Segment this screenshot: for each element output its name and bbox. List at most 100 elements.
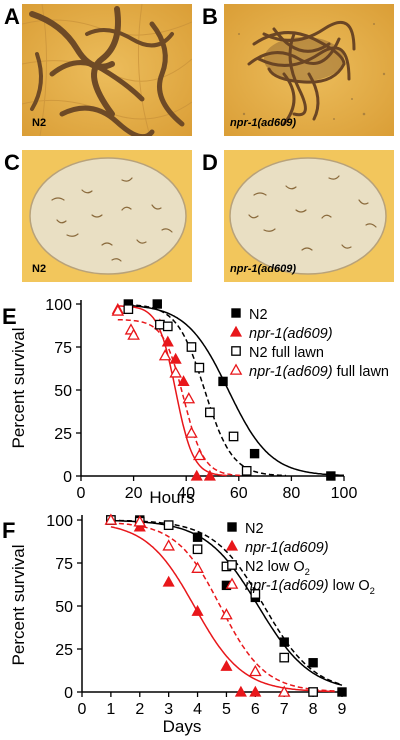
x-tick-label: 6 [251,701,260,718]
data-point-s3 [182,392,196,404]
data-point-s3 [277,685,291,697]
legend: N2 npr-1(ad609) N2 full lawn npr-1(ad609) f… [229,307,389,380]
panel-label-a: A [4,4,20,29]
data-points [111,299,336,481]
x-tick-label: 9 [338,701,347,718]
photo-panel-b [224,4,394,136]
data-point-s2 [241,465,252,476]
photo-panel-c [22,150,192,282]
data-point-s2 [186,342,197,352]
data-points [104,513,347,697]
data-point-s2 [228,431,239,442]
data-point-s1 [203,469,216,481]
x-tick-label: 80 [283,485,301,502]
photo-panel-d [224,150,394,282]
data-point-s3 [162,539,175,551]
data-point-s0 [337,687,347,697]
y-tick-label: 100 [46,513,73,530]
data-point-s1 [191,604,204,616]
y-tick-label: 25 [54,426,72,443]
y-ticks: 0 25 50 75 100 [46,513,82,702]
x-tick-label: 20 [125,485,143,502]
x-tick-label: 7 [280,701,289,718]
x-tick-label: 5 [222,701,231,718]
legend-marker-2 [227,560,237,570]
bacterial-lawn-image-d [224,150,394,282]
photo-panel-a [22,4,192,136]
panel-label-b: B [202,4,218,29]
data-point-s2 [250,589,261,599]
fit-curve-0 [110,519,343,686]
data-point-s2 [155,319,165,330]
panel-label-d: D [202,150,218,175]
worm-aggregate-image-b [224,4,394,136]
x-tick-label: 2 [135,701,144,718]
data-point-s0 [326,471,336,481]
legend-marker-1 [225,539,239,551]
data-point-s2 [163,520,174,531]
y-tick-label: 50 [54,383,72,400]
data-point-s0 [308,658,318,668]
data-point-s2 [162,321,173,332]
data-point-s2 [194,362,205,373]
fit-curve-1 [110,526,335,693]
y-tick-label: 75 [55,556,73,573]
panel-label-e: E [2,304,17,329]
data-point-s2 [123,304,134,315]
data-point-s3 [185,426,198,438]
data-point-s2 [308,687,318,697]
x-tick-label: 0 [78,701,87,718]
data-point-s3 [127,328,140,340]
survival-chart-days: F 0 1 2 3 4 5 6 7 8 9 0 25 50 75 100 Days Percent sur… [2,513,375,736]
survival-chart-hours: E 0 20 40 60 80 100 0 25 50 75 100 Hours Percent … [2,297,389,507]
data-point-s3 [111,304,125,316]
photo-caption-c: N2 [32,263,47,275]
x-tick-label: 3 [164,701,173,718]
data-point-s2 [192,544,203,555]
data-point-s3 [133,515,147,527]
data-point-s1 [162,575,175,587]
y-axis-label: Percent survival [9,328,28,449]
x-tick-label: 60 [230,485,248,502]
y-tick-label: 25 [55,642,73,659]
x-tick-label: 0 [77,485,86,502]
legend-marker-3 [225,577,239,589]
data-point-s0 [279,637,289,647]
x-axis-label: Hours [149,488,194,507]
fit-curve-0 [128,304,344,477]
x-tick-label: 40 [177,485,195,502]
x-tick-label: 8 [309,701,318,718]
data-point-s3 [158,349,172,361]
legend-marker-3 [229,363,243,375]
data-point-s2 [205,407,215,418]
data-point-s3 [193,448,206,461]
legend-label-1: npr-1(ad609) [245,540,329,556]
photo-caption-b: npr-1(ad609) [230,117,297,129]
data-point-s3 [220,608,233,620]
y-axis-label: Percent survival [9,545,28,666]
legend-label-0: N2 [245,521,264,537]
photo-caption-d: npr-1(ad609) [230,263,297,275]
data-point-s1 [161,335,174,347]
x-tick-label: 4 [193,701,202,718]
legend-label-2: N2 full lawn [249,345,324,361]
panel-label-f: F [2,518,15,543]
data-point-s1 [220,659,233,671]
y-tick-label: 0 [64,685,73,702]
x-ticks: 0 1 2 3 4 5 6 7 8 9 [78,692,347,718]
data-point-s0 [249,448,260,459]
legend-marker-0 [231,308,241,318]
y-tick-label: 0 [63,469,72,486]
data-point-s3 [191,561,204,573]
x-axis-label: Days [163,717,202,736]
data-point-s1 [177,375,190,387]
data-point-s3 [249,664,262,677]
legend-marker-1 [229,325,243,337]
data-point-s0 [192,532,203,542]
y-tick-label: 100 [45,297,72,314]
x-tick-label: 100 [331,485,358,502]
legend-label-1: npr-1(ad609) [249,326,333,342]
y-tick-label: 75 [54,340,72,357]
x-tick-label: 1 [106,701,115,718]
data-point-s1 [234,685,247,697]
